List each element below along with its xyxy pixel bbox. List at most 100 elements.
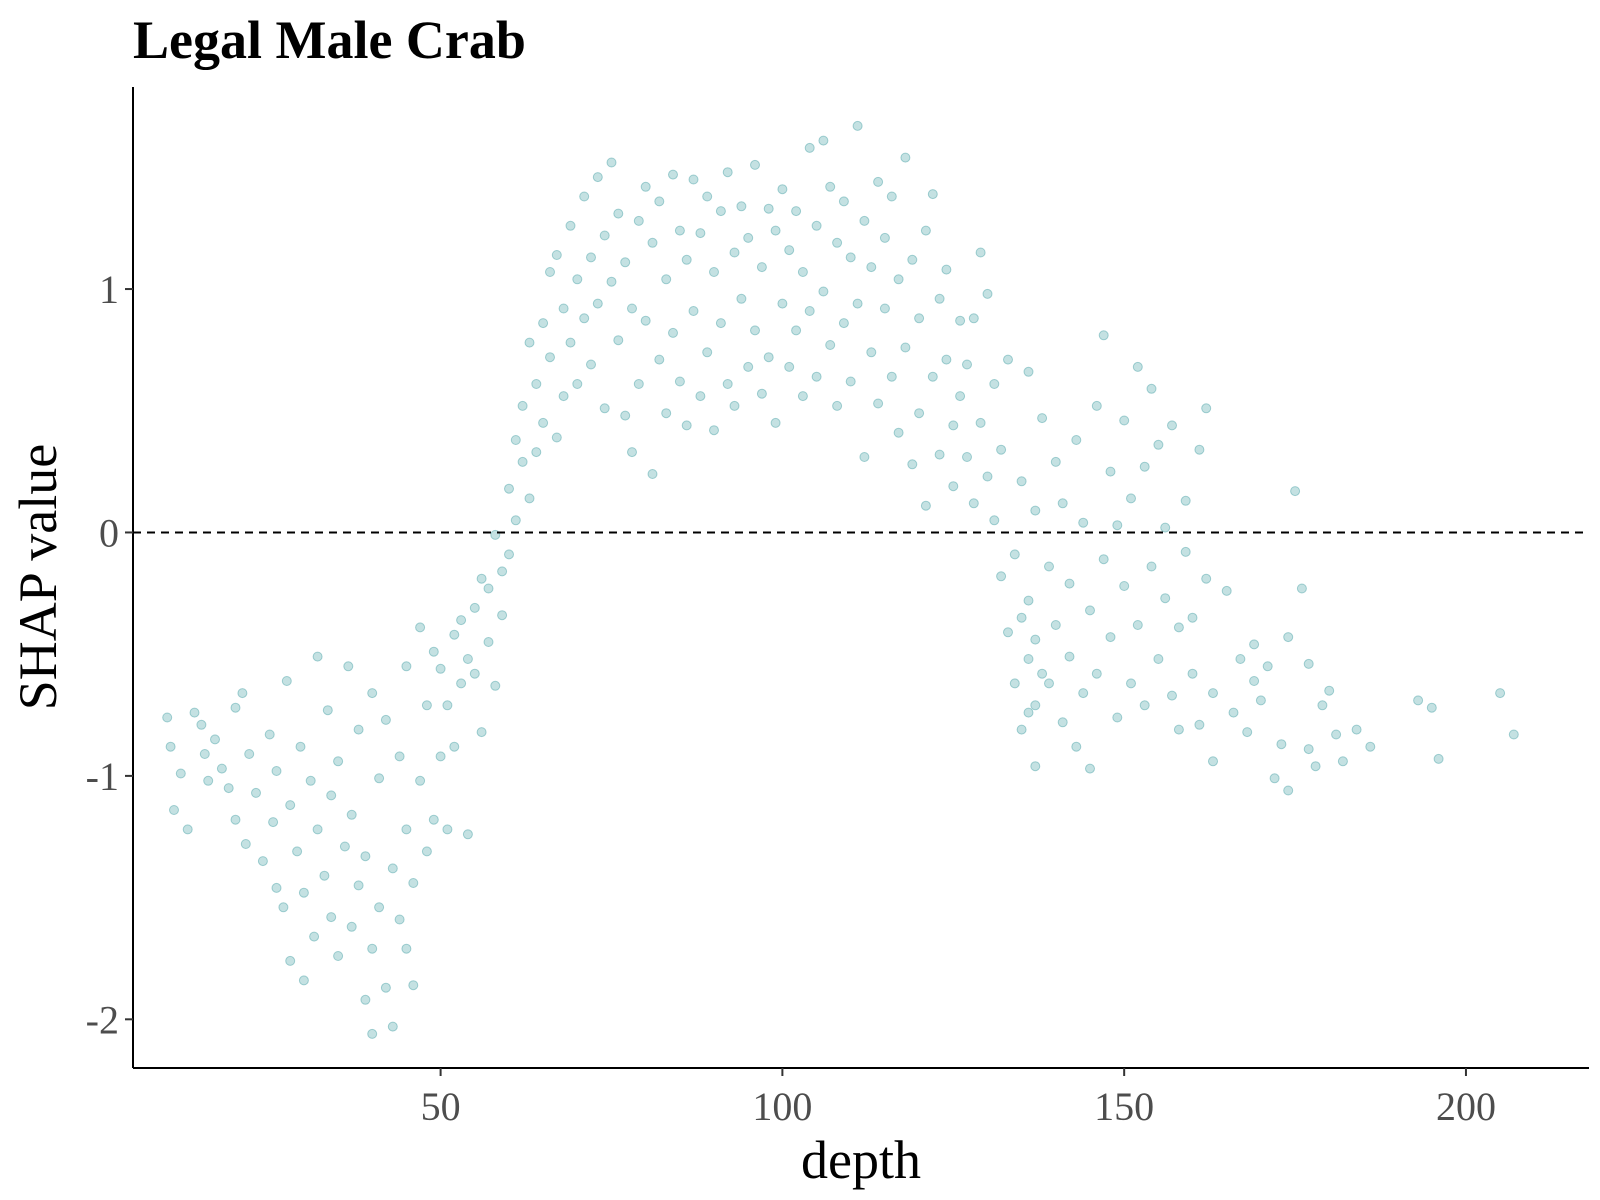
data-point xyxy=(633,215,644,226)
data-point xyxy=(333,756,344,767)
data-point xyxy=(709,425,719,436)
data-point xyxy=(1030,634,1041,645)
data-point xyxy=(1126,493,1136,504)
data-point xyxy=(1132,620,1143,630)
data-point xyxy=(893,427,904,438)
data-point xyxy=(962,359,972,370)
data-point xyxy=(886,371,897,382)
data-point xyxy=(244,749,255,759)
data-point xyxy=(1064,578,1075,589)
data-point xyxy=(408,980,419,991)
data-point xyxy=(1126,678,1136,689)
data-point xyxy=(199,749,210,759)
data-point xyxy=(394,914,405,925)
data-point xyxy=(264,729,275,740)
data-point xyxy=(1317,700,1328,711)
y-tick-label: 1 xyxy=(99,267,119,312)
data-point xyxy=(613,208,624,219)
data-point xyxy=(941,264,952,275)
data-point xyxy=(1187,612,1198,623)
data-point xyxy=(237,688,248,699)
data-point xyxy=(729,400,740,411)
data-point xyxy=(251,787,261,798)
data-point xyxy=(1037,413,1048,424)
data-point xyxy=(524,493,535,504)
data-point xyxy=(449,741,460,752)
data-point xyxy=(1276,739,1287,750)
data-point xyxy=(435,751,446,762)
data-point xyxy=(1283,632,1294,643)
data-point xyxy=(565,337,576,348)
data-point xyxy=(1201,403,1212,414)
data-point xyxy=(1050,620,1061,630)
data-point xyxy=(886,191,897,202)
data-point xyxy=(688,174,699,185)
data-point xyxy=(558,303,569,314)
data-point xyxy=(784,245,795,256)
data-point xyxy=(216,763,227,774)
data-point xyxy=(517,456,528,467)
data-point xyxy=(668,327,678,338)
data-point xyxy=(189,707,200,718)
data-point xyxy=(586,359,596,370)
chart-title: Legal Male Crab xyxy=(133,10,526,70)
data-point xyxy=(838,196,849,207)
data-point xyxy=(456,615,467,626)
data-point xyxy=(483,583,494,594)
data-point xyxy=(968,498,979,509)
data-point xyxy=(223,783,234,794)
data-point xyxy=(387,1021,398,1032)
data-point xyxy=(770,417,781,428)
data-point xyxy=(182,824,193,835)
data-point xyxy=(298,975,309,986)
data-point xyxy=(367,1028,378,1039)
data-point xyxy=(285,955,296,966)
data-point xyxy=(1030,505,1041,516)
data-point xyxy=(797,391,808,402)
data-point xyxy=(640,181,651,192)
data-point xyxy=(989,379,1000,389)
data-point xyxy=(627,303,637,314)
data-point xyxy=(278,902,289,913)
data-point xyxy=(695,391,706,402)
data-point xyxy=(1139,700,1150,711)
data-point xyxy=(777,298,788,309)
data-point xyxy=(968,313,979,324)
data-point xyxy=(791,325,802,336)
data-point xyxy=(281,676,292,686)
data-point xyxy=(1023,707,1034,718)
data-point xyxy=(975,247,986,258)
data-point xyxy=(996,571,1007,582)
data-point xyxy=(333,951,344,961)
data-point xyxy=(1337,756,1348,767)
data-point xyxy=(654,354,665,365)
data-point xyxy=(1153,654,1164,664)
data-point xyxy=(435,663,446,674)
data-point xyxy=(1016,612,1027,623)
data-point xyxy=(449,629,460,640)
data-point xyxy=(1146,383,1157,394)
data-point xyxy=(1044,561,1054,572)
data-point xyxy=(346,921,357,932)
data-point xyxy=(982,471,993,482)
data-point xyxy=(497,566,508,577)
data-point xyxy=(565,220,576,231)
data-point xyxy=(825,340,836,350)
data-point xyxy=(784,361,795,372)
data-point xyxy=(845,252,856,263)
data-point xyxy=(1351,724,1362,735)
data-point xyxy=(1050,456,1061,467)
data-point xyxy=(295,741,306,752)
data-point xyxy=(811,220,822,231)
y-tick-label: 0 xyxy=(99,510,119,555)
data-point xyxy=(893,274,904,285)
data-point xyxy=(661,274,672,285)
x-tick-label: 200 xyxy=(1436,1084,1496,1129)
data-point xyxy=(1044,678,1054,689)
data-point xyxy=(1016,476,1027,487)
data-point xyxy=(1023,366,1034,377)
data-point xyxy=(312,651,323,662)
data-point xyxy=(750,325,760,336)
data-point xyxy=(367,688,378,699)
data-point xyxy=(504,483,514,494)
